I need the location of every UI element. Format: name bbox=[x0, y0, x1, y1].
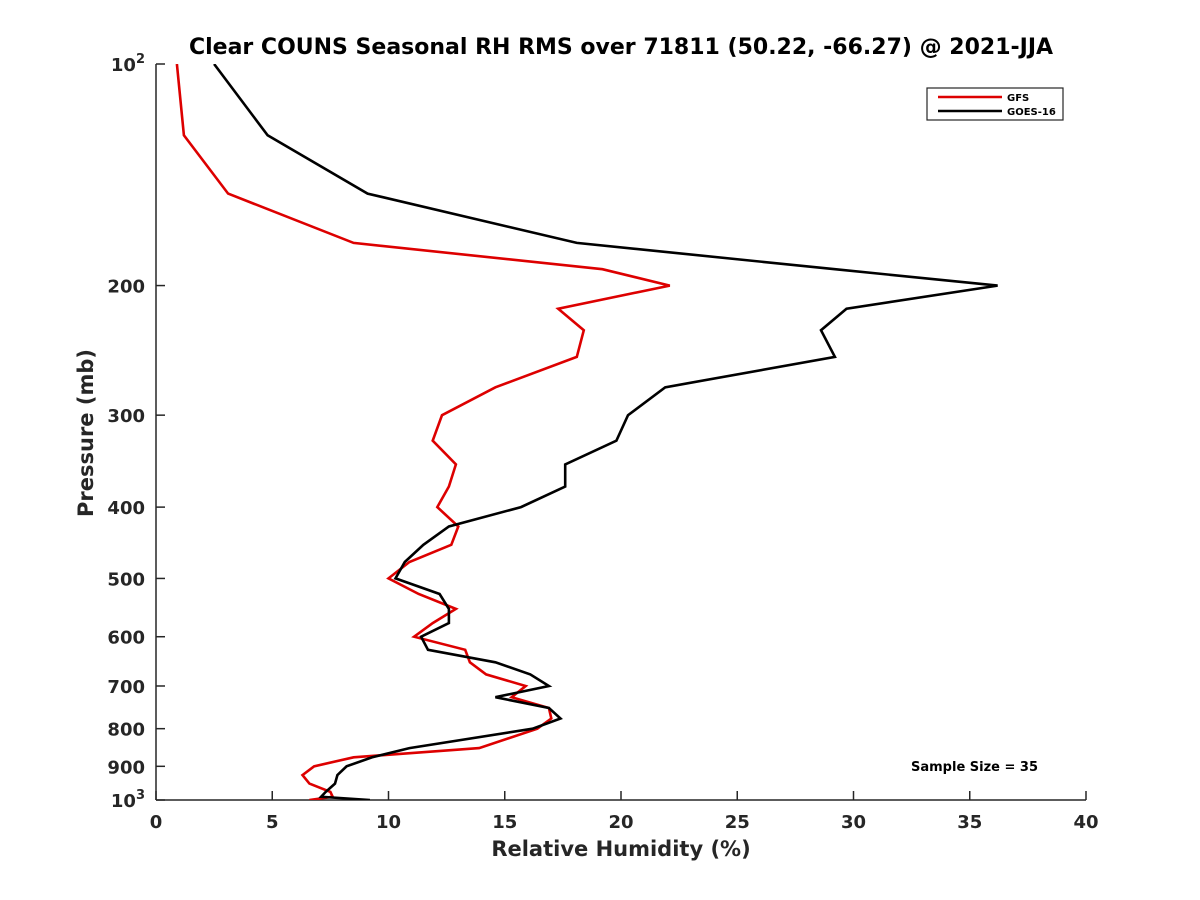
y-tick-label: 800 bbox=[107, 720, 145, 741]
x-tick-label: 10 bbox=[376, 812, 401, 833]
y-tick-label: 200 bbox=[107, 277, 145, 298]
sample-size-annotation: Sample Size = 35 bbox=[911, 760, 1038, 775]
series-layer bbox=[175, 64, 998, 800]
x-tick-label: 30 bbox=[841, 812, 866, 833]
y-tick-label: 103 bbox=[111, 788, 145, 812]
y-tick-label: 900 bbox=[107, 757, 145, 778]
x-tick-label: 5 bbox=[266, 812, 279, 833]
chart-title: Clear COUNS Seasonal RH RMS over 71811 (… bbox=[189, 35, 1053, 60]
x-tick-label: 0 bbox=[150, 812, 163, 833]
series-line-goes16 bbox=[213, 64, 998, 800]
legend-box bbox=[926, 87, 1064, 121]
y-tick-label: 500 bbox=[107, 569, 145, 590]
legend-label-gfs: GFS bbox=[1007, 93, 1029, 104]
x-tick-label: 35 bbox=[957, 812, 982, 833]
x-tick-label: 40 bbox=[1073, 812, 1098, 833]
y-ticks: 102 200 300 400 500 600 700 800 900 103 bbox=[107, 52, 165, 812]
legend: GFS GOES-16 bbox=[926, 87, 1064, 121]
x-tick-label: 20 bbox=[608, 812, 633, 833]
y-tick-label: 700 bbox=[107, 677, 145, 698]
y-axis-label: Pressure (mb) bbox=[74, 349, 98, 517]
y-tick-label: 400 bbox=[107, 498, 145, 519]
y-tick-label: 300 bbox=[107, 406, 145, 427]
x-tick-label: 15 bbox=[492, 812, 517, 833]
x-tick-label: 25 bbox=[725, 812, 750, 833]
y-tick-label: 600 bbox=[107, 628, 145, 649]
y-tick-label: 102 bbox=[111, 52, 145, 76]
x-ticks: 0 5 10 15 20 25 30 35 40 bbox=[150, 791, 1099, 833]
legend-label-goes16: GOES-16 bbox=[1007, 107, 1056, 118]
x-axis-label: Relative Humidity (%) bbox=[491, 837, 750, 861]
series-line-gfs bbox=[175, 64, 671, 800]
